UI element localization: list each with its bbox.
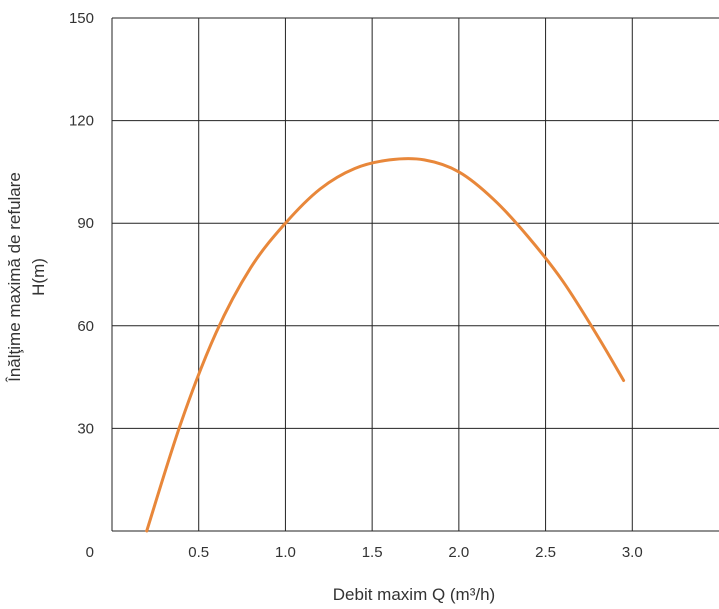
performance-curve — [145, 157, 626, 533]
y-tick-label: 60 — [77, 318, 94, 335]
y-tick-label: 120 — [69, 113, 94, 130]
tick-labels: 0.5 1.0 1.5 2.0 2.5 3.0 30 60 90 120 150 0 — [69, 10, 643, 561]
y-axis-label-line1: Înălţime maximă de refulare — [5, 172, 24, 383]
origin-label: 0 — [86, 544, 94, 561]
y-tick-label: 30 — [77, 420, 94, 437]
x-tick-label: 1.5 — [362, 544, 383, 561]
x-tick-label: 0.5 — [188, 544, 209, 561]
grid — [111, 17, 719, 532]
x-tick-label: 1.0 — [275, 544, 296, 561]
x-tick-label: 3.0 — [622, 544, 643, 561]
y-tick-label: 90 — [77, 215, 94, 232]
x-axis-label: Debit maxim Q (m³/h) — [333, 585, 495, 604]
y-axis-label-line2: H(m) — [29, 258, 48, 296]
series-layer — [145, 157, 626, 533]
x-tick-label: 2.5 — [535, 544, 556, 561]
y-tick-label: 150 — [69, 10, 94, 27]
x-tick-label: 2.0 — [448, 544, 469, 561]
